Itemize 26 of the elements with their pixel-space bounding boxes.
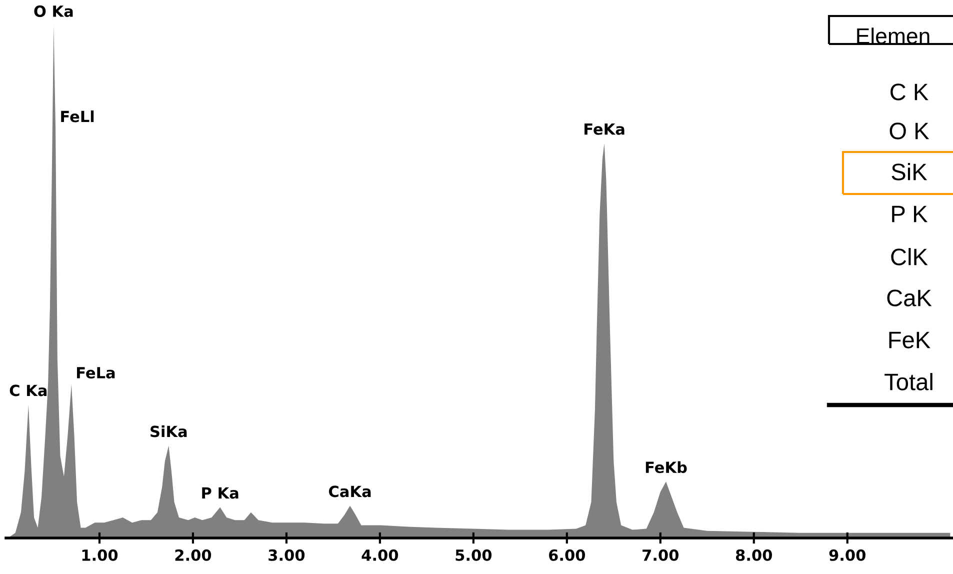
annotation: Total	[884, 372, 932, 390]
x-tick-label: 9.00	[829, 549, 866, 561]
x-tick-label: 8.00	[736, 549, 772, 561]
annotation: P K	[892, 206, 928, 222]
x-tick-label: 1.00	[82, 549, 118, 561]
annotation: SiK	[892, 162, 928, 180]
annotation: FeKa	[584, 124, 624, 135]
annotation: CaK	[887, 290, 932, 306]
annotation: FeLa	[77, 367, 115, 379]
annotation: C Ka	[10, 384, 47, 396]
x-tick-label: 5.00	[456, 549, 492, 561]
annotation: FeKb	[646, 461, 687, 474]
x-tick-label: 4.00	[362, 549, 398, 561]
x-tick-label: 3.00	[268, 549, 305, 561]
annotation: ClK	[891, 248, 928, 266]
x-tick-label: 2.00	[175, 549, 212, 561]
annotation: P Ka	[202, 487, 238, 499]
annotation: O Ka	[34, 5, 73, 17]
x-tick-label: 7.00	[642, 549, 679, 561]
annotation: CaKa	[328, 486, 371, 498]
x-tick-label: 6.00	[549, 549, 586, 561]
annotation: SiKa	[150, 425, 187, 438]
annotation: O K	[890, 122, 930, 140]
annotation: FeLl	[61, 110, 94, 122]
annotation: FeK	[889, 332, 930, 348]
annotation: C K	[890, 84, 928, 100]
